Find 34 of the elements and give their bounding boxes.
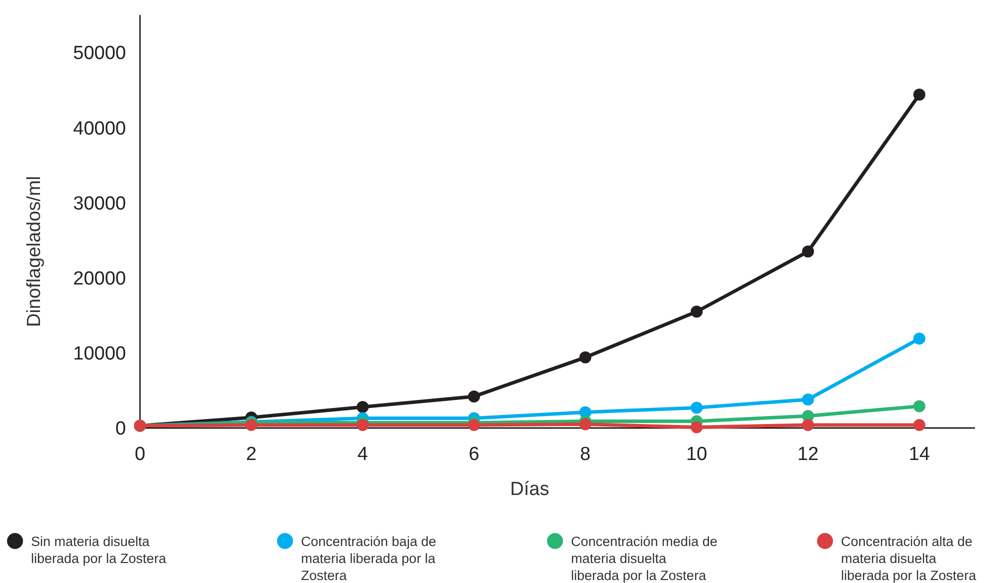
point: [356, 400, 369, 413]
x-axis-title: Días: [510, 479, 550, 500]
point: [802, 246, 814, 258]
point: [690, 421, 703, 434]
point: [802, 393, 814, 406]
y-tick-label: 40000: [73, 118, 126, 140]
point: [913, 400, 926, 412]
point: [690, 306, 703, 318]
point: [579, 351, 592, 364]
legend-label: Concentración alta de materia disuelta liberada por la Zostera: [841, 534, 977, 583]
x-tick-label: 8: [580, 444, 591, 465]
x-tick-label: 4: [357, 444, 368, 465]
legend-label: Sin materia disuelta liberada por la Zostera: [31, 534, 167, 566]
point: [802, 418, 814, 431]
x-tick-label: 12: [797, 444, 819, 465]
legend-label: Concentración baja de materia liberada por la Zostera: [301, 534, 436, 583]
y-tick-label: 10000: [73, 344, 126, 365]
y-axis-title: Dinoflagelados/ml: [24, 176, 45, 328]
point: [913, 332, 926, 345]
x-tick-label: 6: [468, 444, 480, 465]
y-tick-label: 0: [115, 418, 126, 440]
y-tick-label: 30000: [73, 193, 126, 214]
y-tick-label: 50000: [73, 43, 126, 64]
point: [579, 418, 592, 430]
point: [690, 402, 703, 414]
point: [913, 88, 926, 101]
x-tick-label: 0: [134, 444, 146, 465]
point: [913, 418, 926, 431]
legend-label: Concentración media de materia disuelta liberada por la Zostera: [571, 534, 718, 583]
x-tick-label: 2: [246, 444, 257, 465]
x-tick-label: 10: [686, 444, 708, 465]
y-tick-label: 20000: [73, 268, 126, 290]
x-tick-label: 14: [908, 444, 930, 465]
point: [468, 390, 480, 402]
